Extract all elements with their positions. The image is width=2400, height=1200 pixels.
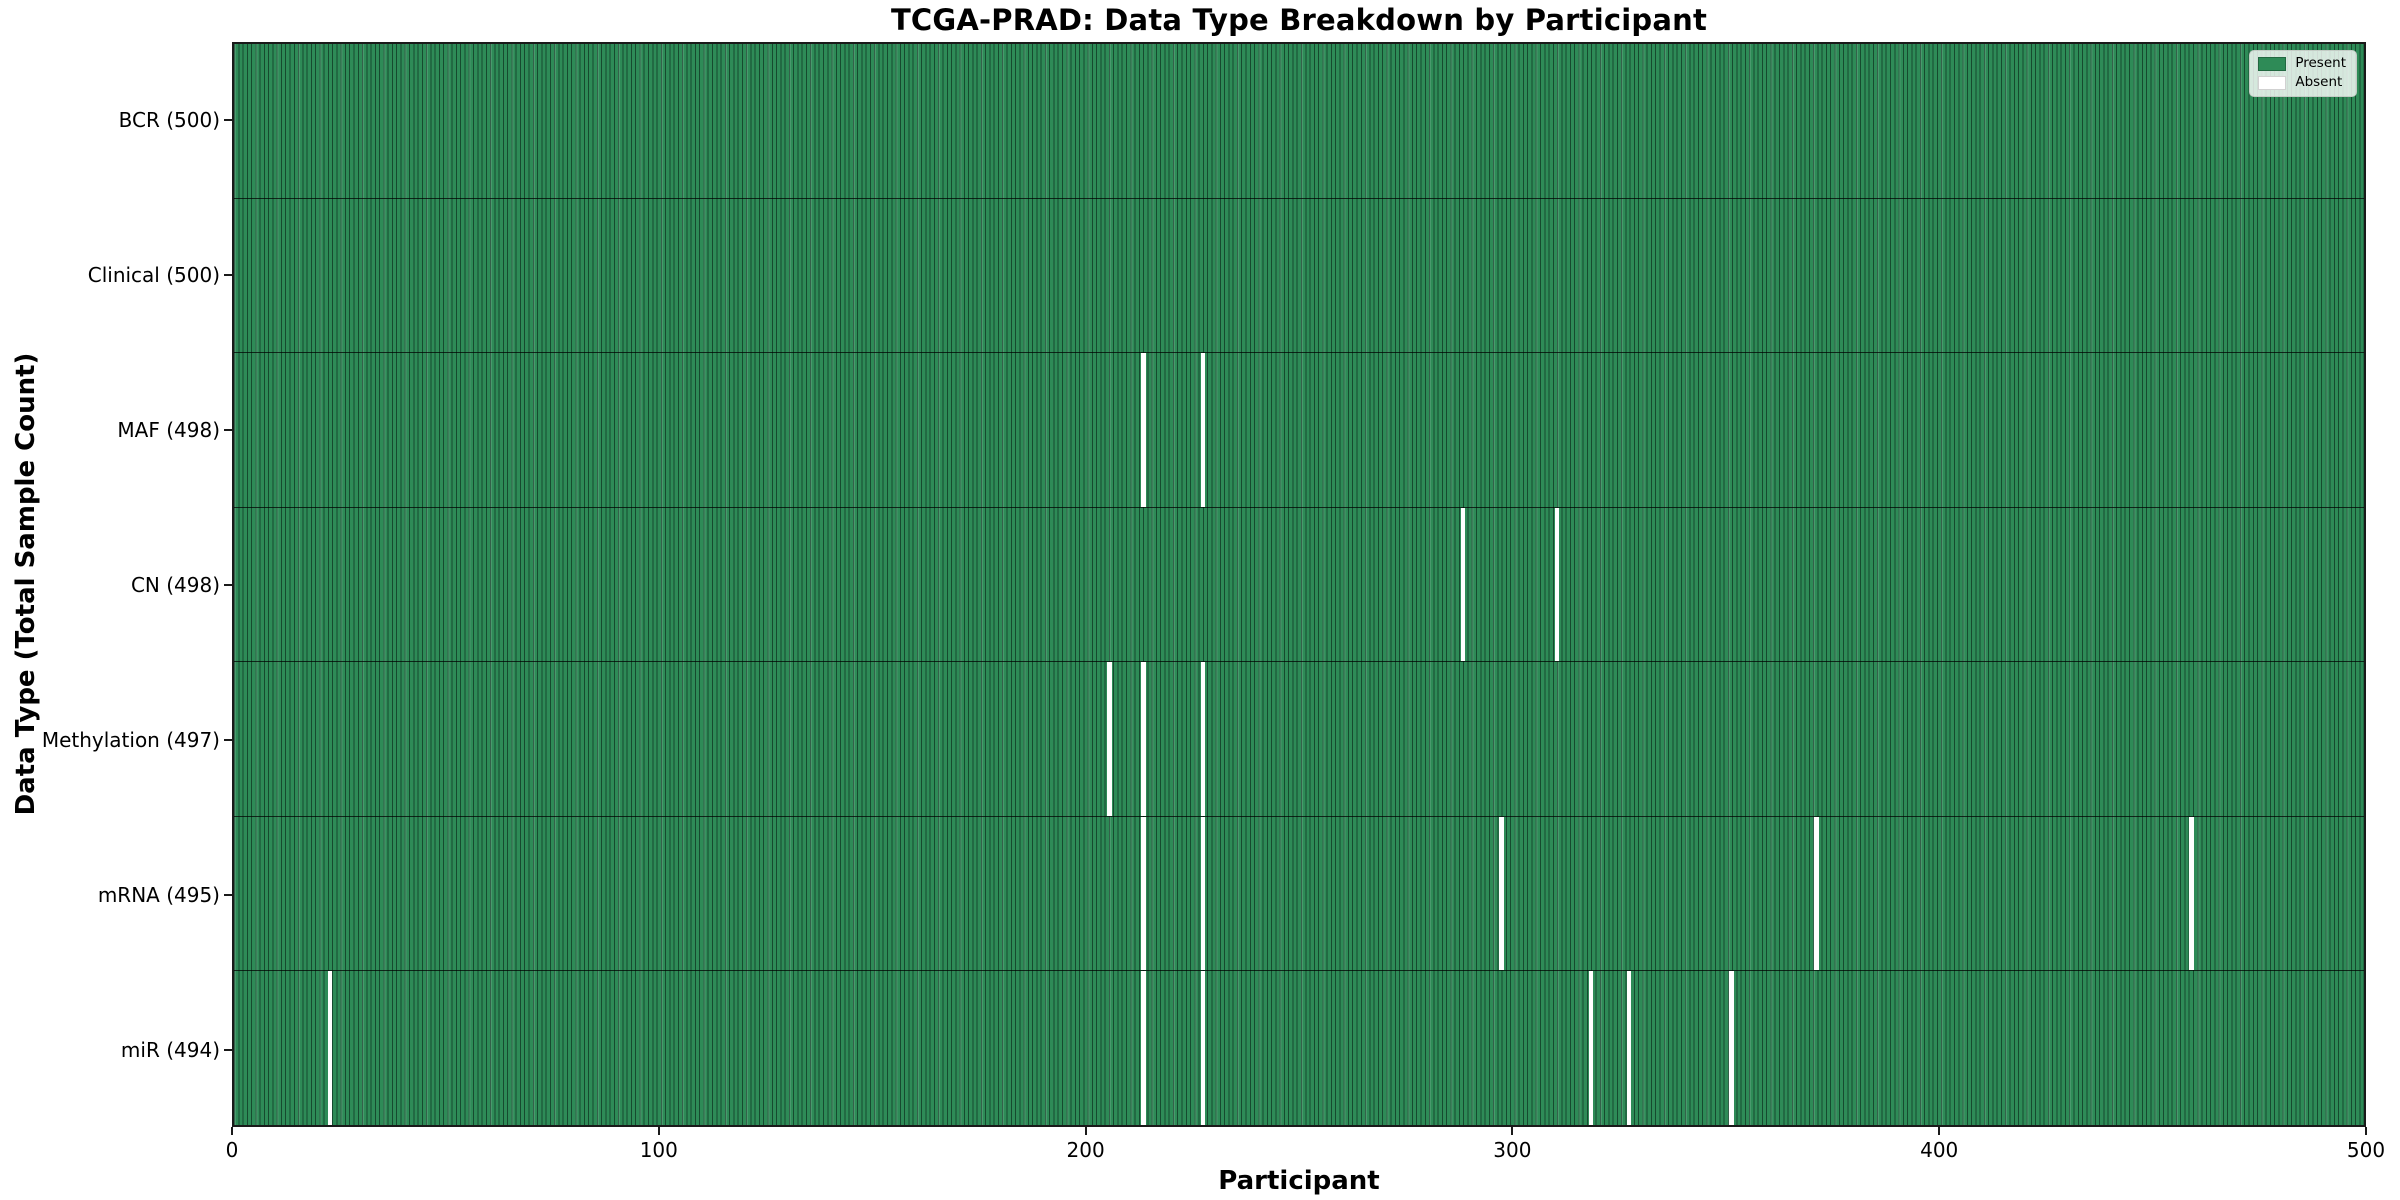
x-tick-labels: 0 100 200 300 400 500: [226, 1138, 2385, 1164]
absent-gap: [1588, 971, 1594, 1125]
row-cn: [234, 507, 2364, 663]
legend-entry-absent: Absent: [2258, 76, 2346, 90]
x-tick: [2365, 1127, 2367, 1135]
x-tick: [231, 1127, 233, 1135]
legend: Present Absent: [2249, 50, 2357, 97]
x-tick: [1084, 1127, 1087, 1135]
absent-gap: [1141, 816, 1146, 971]
y-tick-label-methylation: Methylation (497): [41, 727, 220, 752]
y-tick: [224, 583, 232, 586]
x-tick-marks: [231, 1127, 2367, 1137]
absent-gap: [1107, 662, 1112, 816]
x-tick-label: 0: [225, 1138, 239, 1162]
legend-present-label: Present: [2295, 55, 2346, 72]
absent-gap: [1141, 353, 1146, 507]
plot-area: Present Absent: [232, 42, 2366, 1127]
x-tick: [657, 1127, 660, 1135]
absent-gap: [1141, 971, 1146, 1125]
x-tick-label: 200: [1066, 1138, 1105, 1162]
row-clinical: [234, 198, 2364, 354]
y-tick-label-cn: CN (498): [130, 572, 220, 597]
absent-gap: [1499, 816, 1504, 971]
row-mrna: [234, 816, 2364, 972]
absent-gap: [1201, 353, 1206, 507]
y-tick: [224, 118, 232, 121]
absent-gap: [1729, 971, 1734, 1125]
absent-gap: [1141, 662, 1146, 816]
y-tick-label-mir: miR (494): [120, 1037, 220, 1062]
absent-gap: [1554, 507, 1560, 662]
x-tick-label: 100: [639, 1138, 678, 1162]
x-tick-label: 400: [1920, 1138, 1959, 1162]
absent-gap: [1201, 816, 1206, 971]
y-tick: [224, 428, 232, 431]
x-tick: [1511, 1127, 1514, 1135]
absent-gap: [1814, 816, 1819, 971]
rows: [234, 44, 2364, 1125]
absent-gap: [1460, 507, 1466, 662]
chart-title: TCGA-PRAD: Data Type Breakdown by Partic…: [890, 3, 1708, 37]
x-tick-label: 300: [1493, 1138, 1532, 1162]
row-methylation: [234, 662, 2364, 817]
legend-absent-label: Absent: [2295, 74, 2343, 91]
y-tick: [224, 273, 232, 276]
y-tick-label-mrna: mRNA (495): [97, 882, 220, 907]
x-tick: [1938, 1127, 1941, 1135]
legend-entry-present: Present: [2258, 57, 2346, 71]
y-tick-label-maf: MAF (498): [117, 417, 220, 442]
legend-present-swatch: [2258, 57, 2287, 71]
y-tick: [224, 1048, 232, 1051]
x-axis-label: Participant: [1218, 1166, 1380, 1196]
y-tick-label-bcr: BCR (500): [118, 107, 220, 132]
absent-gap: [1201, 662, 1206, 816]
y-tick-label-clinical: Clinical (500): [87, 262, 220, 287]
x-tick-label: 500: [2346, 1138, 2386, 1162]
y-tick: [224, 893, 232, 896]
row-mir: [234, 971, 2364, 1125]
row-bcr: [234, 44, 2364, 199]
y-tick-labels: BCR (500) Clinical (500) MAF (498) CN (498)…: [0, 42, 220, 1127]
absent-gap: [1201, 971, 1206, 1125]
y-tick: [224, 738, 232, 741]
absent-gap: [1627, 971, 1632, 1125]
y-tick-marks: [224, 42, 232, 1127]
absent-gap: [327, 971, 333, 1125]
legend-absent-swatch: [2258, 76, 2287, 90]
row-maf: [234, 353, 2364, 508]
absent-gap: [2189, 816, 2194, 971]
